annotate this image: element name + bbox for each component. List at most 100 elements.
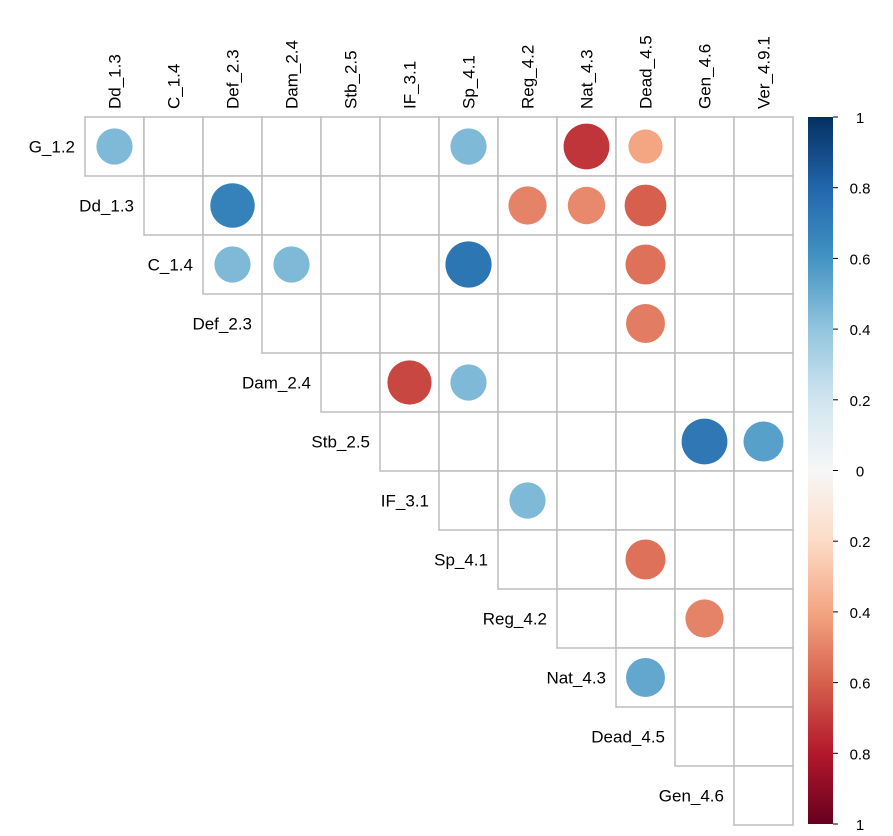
row-label: Nat_4.3 <box>546 669 606 688</box>
correlation-circle <box>509 482 546 519</box>
column-label: Gen_4.6 <box>696 44 715 109</box>
correlation-circle <box>681 418 728 465</box>
grid-cell <box>497 352 558 413</box>
colorbar-tick-label: 0 <box>856 464 864 481</box>
column-label: Sp_4.1 <box>460 55 479 109</box>
grid-cell <box>556 293 617 354</box>
grid-cell <box>497 529 558 590</box>
grid-cell <box>379 411 440 472</box>
row-label: Stb_2.5 <box>311 433 370 452</box>
row-label: Gen_4.6 <box>659 787 724 806</box>
grid-cell <box>733 116 794 177</box>
grid-cell <box>733 234 794 295</box>
grid-cell <box>320 116 381 177</box>
column-label: Dead_4.5 <box>637 35 656 109</box>
grid-cell <box>674 116 735 177</box>
correlation-circle <box>563 123 610 170</box>
grid-cell <box>674 470 735 531</box>
grid-cell <box>674 706 735 767</box>
grid-cell <box>379 175 440 236</box>
grid-cell <box>556 470 617 531</box>
correlation-circle <box>625 539 666 580</box>
grid-cell <box>674 529 735 590</box>
grid-cell <box>674 234 735 295</box>
correlation-circle <box>624 184 667 227</box>
column-label: Def_2.3 <box>224 49 243 109</box>
row-label: Dd_1.3 <box>79 197 134 216</box>
grid-cell <box>556 411 617 472</box>
grid-cell <box>143 116 204 177</box>
grid-cell <box>438 411 499 472</box>
colorbar-tick-label: 0.8 <box>850 746 871 763</box>
row-label: Dam_2.4 <box>242 374 311 393</box>
grid-cell <box>261 293 322 354</box>
grid-cell <box>438 293 499 354</box>
row-label: G_1.2 <box>29 138 75 157</box>
column-label: Dd_1.3 <box>106 54 125 109</box>
column-label: Reg_4.2 <box>519 45 538 109</box>
correlation-circle <box>508 186 547 225</box>
grid-cell <box>556 352 617 413</box>
grid-cell <box>320 175 381 236</box>
grid-cell <box>674 175 735 236</box>
row-label: Reg_4.2 <box>483 610 547 629</box>
grid-cell <box>733 470 794 531</box>
grid-cell <box>674 647 735 708</box>
grid-cell <box>556 588 617 649</box>
grid-cell <box>379 234 440 295</box>
grid-cell <box>497 116 558 177</box>
correlation-circle <box>625 244 666 285</box>
grid-cell <box>379 293 440 354</box>
row-label: IF_3.1 <box>381 492 429 511</box>
grid-cell <box>497 293 558 354</box>
grid <box>84 116 794 826</box>
grid-cell <box>497 411 558 472</box>
grid-cell <box>733 588 794 649</box>
colorbar-tick-label: 0.4 <box>850 605 871 622</box>
colorbar-tick-label: 0.2 <box>850 393 871 410</box>
column-labels: Dd_1.3 C_1.4 Def_2.3 Dam_2.4 Stb_2.5 IF_3.1 Sp… <box>106 35 774 109</box>
grid-cell <box>438 175 499 236</box>
correlation-circle <box>387 360 432 405</box>
correlation-circle <box>626 658 665 697</box>
grid-cell <box>261 116 322 177</box>
row-labels: G_1.2 Dd_1.3 C_1.4 Def_2.3 Dam_2.4 Stb_2.5 IF_… <box>29 138 724 806</box>
grid-cell <box>556 529 617 590</box>
correlation-circle <box>210 183 255 228</box>
grid-cell <box>438 470 499 531</box>
grid-cell <box>615 352 676 413</box>
grid-cell <box>674 352 735 413</box>
grid-cell <box>733 706 794 767</box>
grid-cell <box>733 765 794 826</box>
grid-cell <box>615 470 676 531</box>
colorbar: 1 0.8 0.6 0.4 0.2 0 0.2 0.4 0.6 0.8 1 <box>808 110 870 834</box>
column-label: Dam_2.4 <box>283 40 302 109</box>
grid-cell <box>497 234 558 295</box>
colorbar-tick-label: 0.6 <box>850 251 871 268</box>
grid-cell <box>320 234 381 295</box>
column-label: Nat_4.3 <box>578 49 597 109</box>
colorbar-tick-label: 1 <box>856 110 864 127</box>
colorbar-tick-label: 0.4 <box>850 322 871 339</box>
column-label: IF_3.1 <box>401 61 420 109</box>
colorbar-tick-label: 0.8 <box>850 181 871 198</box>
correlation-circle <box>626 304 665 343</box>
correlation-circle <box>445 241 492 288</box>
correlation-circle <box>214 246 251 283</box>
correlation-circle <box>685 599 724 638</box>
column-label: Stb_2.5 <box>342 50 361 109</box>
grid-cell <box>733 293 794 354</box>
grid-cell <box>615 588 676 649</box>
grid-cell <box>320 293 381 354</box>
correlation-circle <box>743 421 784 462</box>
grid-cell <box>674 293 735 354</box>
correlation-circle <box>450 364 487 401</box>
colorbar-tick-label: 0.6 <box>850 676 871 693</box>
row-label: Dead_4.5 <box>591 728 665 747</box>
row-label: Def_2.3 <box>192 315 252 334</box>
grid-cell <box>202 116 263 177</box>
grid-cell <box>733 647 794 708</box>
row-label: C_1.4 <box>148 256 193 275</box>
correlation-circles <box>96 123 784 697</box>
correlation-circle <box>273 246 310 283</box>
